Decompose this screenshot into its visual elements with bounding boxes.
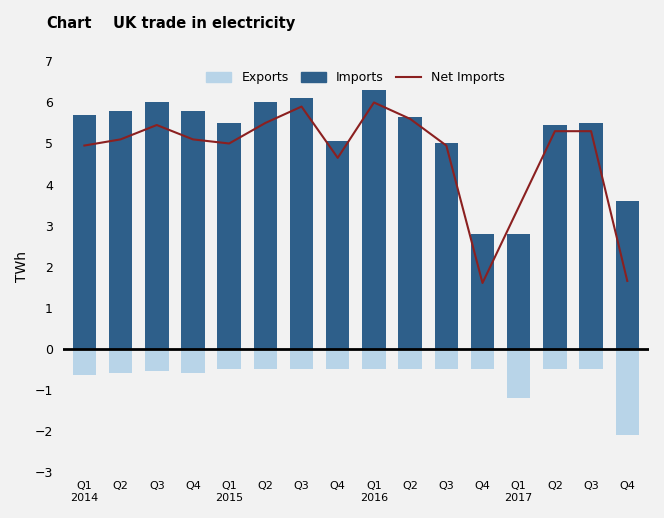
Bar <box>362 349 386 369</box>
Text: UK trade in electricity: UK trade in electricity <box>113 16 295 31</box>
Bar <box>109 111 132 349</box>
Bar <box>398 349 422 369</box>
Bar <box>362 90 386 349</box>
Bar <box>398 117 422 349</box>
Bar <box>616 201 639 349</box>
Bar <box>616 349 639 435</box>
Bar <box>72 115 96 349</box>
Bar <box>434 349 458 369</box>
Bar <box>145 349 169 371</box>
Bar <box>254 349 277 369</box>
Bar <box>471 349 494 369</box>
Bar <box>290 98 313 349</box>
Bar <box>543 349 566 369</box>
Bar <box>290 349 313 369</box>
Bar <box>507 234 531 349</box>
Bar <box>543 125 566 349</box>
Bar <box>145 103 169 349</box>
Bar <box>72 349 96 375</box>
Bar <box>579 123 603 349</box>
Bar <box>181 349 205 373</box>
Bar <box>471 234 494 349</box>
Bar <box>217 123 241 349</box>
Bar <box>109 349 132 373</box>
Bar <box>181 111 205 349</box>
Bar <box>507 349 531 398</box>
Bar <box>326 349 349 369</box>
Legend: Exports, Imports, Net Imports: Exports, Imports, Net Imports <box>203 68 509 88</box>
Text: Chart: Chart <box>46 16 92 31</box>
Bar <box>579 349 603 369</box>
Bar <box>434 143 458 349</box>
Bar <box>254 103 277 349</box>
Bar <box>217 349 241 369</box>
Bar <box>326 141 349 349</box>
Y-axis label: TWh: TWh <box>15 251 29 282</box>
